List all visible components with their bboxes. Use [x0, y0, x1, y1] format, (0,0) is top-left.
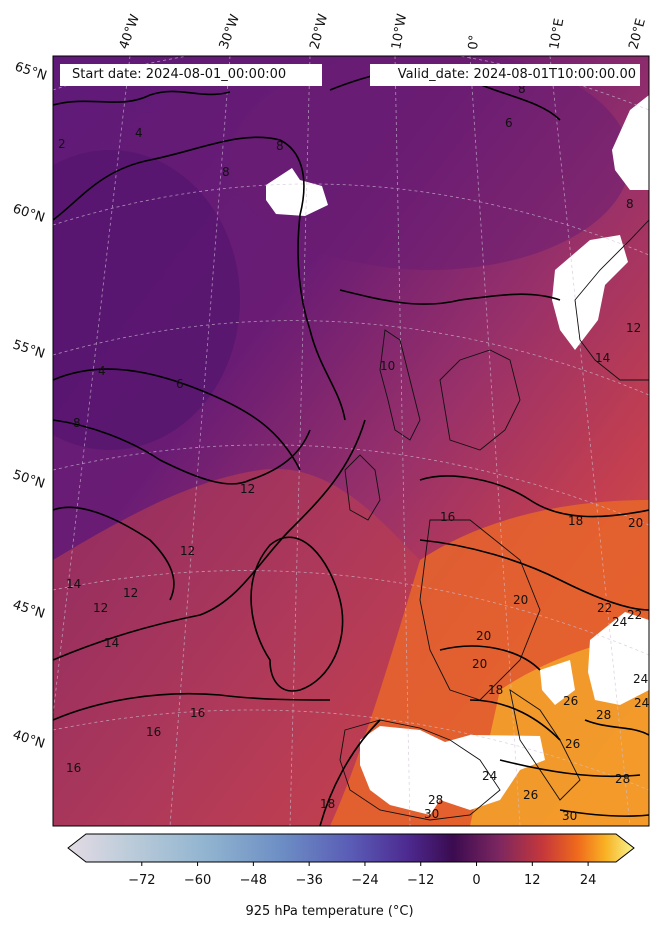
contour-label: 20 — [476, 629, 491, 643]
contour-label: 28 — [596, 708, 611, 722]
contour-label: 4 — [135, 126, 143, 140]
colorbar-tick-label: −36 — [295, 873, 322, 888]
contour-label: 20 — [628, 516, 643, 530]
lat-label-65n: 65°N — [13, 60, 49, 84]
colorbar-ticks: −72 −60 −48 −36 −24 −12 0 12 24 — [128, 862, 596, 888]
contour-label: 16 — [146, 725, 161, 739]
colorbar-tick-label: −24 — [351, 873, 378, 888]
contour-label: 16 — [190, 706, 205, 720]
colorbar-tick-label: 0 — [472, 873, 480, 888]
warm-atlantic-region — [53, 468, 420, 826]
contour-label: 2 — [58, 137, 66, 151]
contour-label: 14 — [104, 636, 119, 650]
contour-label: 24 — [633, 672, 648, 686]
missing-data-iberia — [360, 726, 545, 815]
contour-label: 8 — [73, 416, 81, 430]
lat-label-55n: 55°N — [11, 338, 47, 362]
contour-label: 26 — [565, 737, 580, 751]
contour-label: 8 — [222, 165, 230, 179]
lon-label-20e: 20°E — [626, 17, 649, 51]
colorbar-tick-label: −48 — [240, 873, 267, 888]
lat-label-60n: 60°N — [11, 202, 47, 226]
lon-label-10w: 10°W — [389, 13, 410, 51]
contour-label: 12 — [626, 321, 641, 335]
contour-label: 12 — [180, 544, 195, 558]
contour-label: 30 — [424, 807, 439, 821]
colorbar-tick-label: −72 — [128, 873, 155, 888]
colorbar-tick-label: 24 — [580, 873, 597, 888]
lon-label-20w: 20°W — [307, 12, 331, 51]
contour-label: 16 — [440, 510, 455, 524]
contour-label: 8 — [626, 197, 634, 211]
contour-label: 12 — [123, 586, 138, 600]
map-area: 2 4 4 6 6 8 8 8 8 8 10 12 12 12 12 12 14… — [53, 56, 649, 826]
lon-label-40w: 40°W — [117, 12, 143, 51]
contour-label: 26 — [563, 694, 578, 708]
contour-label: 14 — [66, 577, 81, 591]
latitude-labels: 65°N 60°N 55°N 50°N 45°N 40°N — [11, 60, 49, 752]
contour-label: 18 — [320, 797, 335, 811]
contour-label: 30 — [562, 809, 577, 823]
cold-core-region — [53, 150, 240, 450]
contour-label: 8 — [276, 139, 284, 153]
contour-label: 10 — [380, 359, 395, 373]
colorbar-tick-label: −12 — [407, 873, 434, 888]
contour-label: 12 — [93, 601, 108, 615]
missing-data-balkans — [588, 612, 649, 705]
colorbar-label: 925 hPa temperature (°C) — [245, 904, 414, 919]
lat-label-45n: 45°N — [11, 598, 47, 622]
contour-label: 8 — [518, 82, 526, 96]
contour-label: 12 — [240, 482, 255, 496]
contour-label: 28 — [615, 772, 630, 786]
contour-label: 6 — [505, 116, 513, 130]
contour-label: 26 — [523, 788, 538, 802]
colorbar: −72 −60 −48 −36 −24 −12 0 12 24 — [67, 833, 635, 888]
contour-label: 22 — [627, 608, 642, 622]
contour-label: 24 — [612, 615, 627, 629]
contour-label: 16 — [66, 761, 81, 775]
colorbar-tick-label: −60 — [184, 873, 211, 888]
lon-label-0: 0° — [466, 34, 482, 50]
colorbar-tick-label: 12 — [524, 873, 541, 888]
contour-label: 24 — [634, 696, 649, 710]
contour-label: 6 — [176, 377, 184, 391]
contour-label: 28 — [428, 793, 443, 807]
contour-label: 18 — [568, 514, 583, 528]
contour-label: 20 — [513, 593, 528, 607]
start-date-label: Start date: 2024-08-01_00:00:00 — [60, 64, 322, 86]
colorbar-body — [67, 833, 635, 863]
map-frame — [52, 55, 650, 827]
missing-data-alps — [540, 660, 575, 705]
lon-label-10e: 10°E — [547, 17, 567, 50]
contour-label: 24 — [482, 769, 497, 783]
missing-data-iceland — [266, 168, 328, 216]
valid-date-label: Valid_date: 2024-08-01T10:00:00.00 — [370, 64, 640, 86]
lon-label-30w: 30°W — [217, 12, 243, 51]
contour-label: 20 — [472, 657, 487, 671]
graticule-lines — [53, 56, 649, 826]
missing-data-norway-south — [552, 235, 628, 350]
lat-label-40n: 40°N — [11, 728, 47, 752]
longitude-labels: 40°W 30°W 20°W 10°W 0° 10°E 20°E — [117, 12, 649, 51]
norwegian-sea-region — [230, 56, 630, 270]
contour-labels: 2 4 4 6 6 8 8 8 8 8 10 12 12 12 12 12 14… — [58, 82, 649, 823]
contour-label: 22 — [597, 601, 612, 615]
contour-label: 4 — [98, 364, 106, 378]
lat-label-50n: 50°N — [11, 468, 47, 492]
contour-label: 18 — [488, 683, 503, 697]
contour-label: 14 — [595, 351, 610, 365]
missing-data-norway-north — [612, 95, 649, 190]
coastlines — [339, 219, 649, 821]
